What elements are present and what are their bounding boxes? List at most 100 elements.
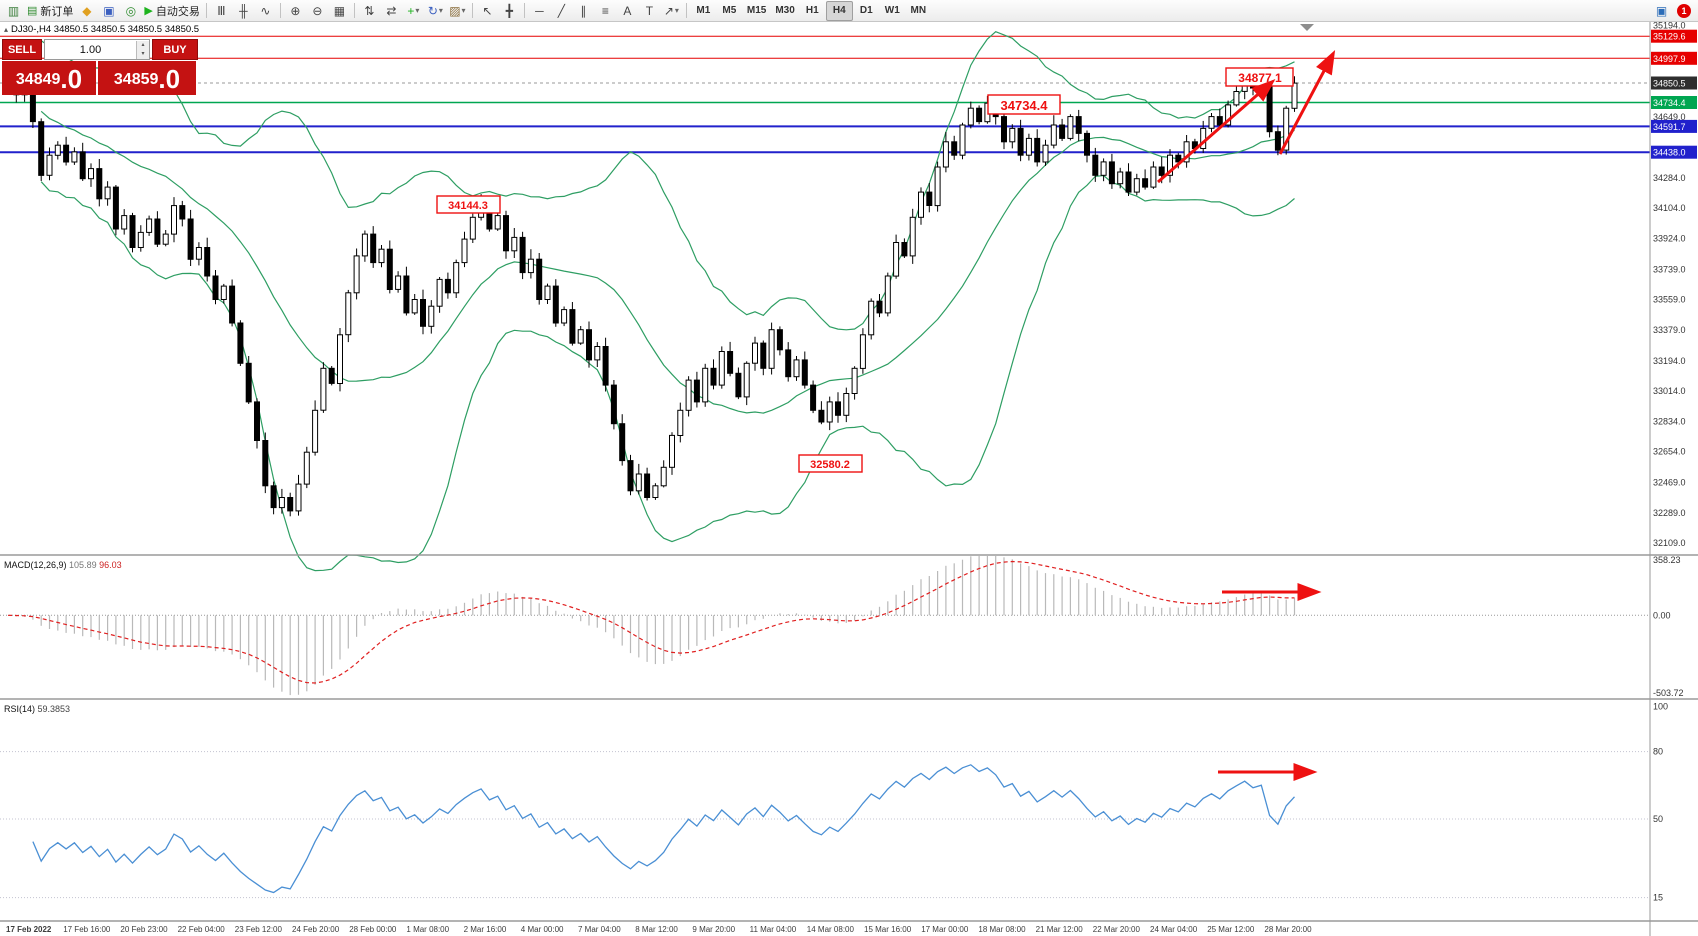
metaquotes-icon[interactable]: ◆ xyxy=(76,2,97,20)
time-tick-label: 22 Feb 04:00 xyxy=(178,925,226,934)
timeframe-m5[interactable]: M5 xyxy=(722,5,737,16)
svg-text:34997.9: 34997.9 xyxy=(1653,54,1686,64)
price-tick-label: 32469.0 xyxy=(1653,478,1686,488)
toolbar-separator xyxy=(523,3,525,18)
time-tick-label: 11 Mar 04:00 xyxy=(750,925,797,934)
buy-price[interactable]: 34859.0 xyxy=(98,61,196,95)
volume-input[interactable]: 1.00 ▴ ▾ xyxy=(44,39,150,60)
toolbar-separator xyxy=(471,3,473,18)
cursor-icon[interactable]: ↖ xyxy=(477,2,498,20)
horizontal-line-icon: ─ xyxy=(535,3,544,18)
price-tick-label: 34649.0 xyxy=(1653,112,1686,122)
timeframe-m30[interactable]: M30 xyxy=(775,5,795,16)
toolbar-separator xyxy=(279,3,281,18)
sell-button[interactable]: SELL xyxy=(2,39,42,60)
periods-icon[interactable]: ↻ ▾ xyxy=(425,2,446,20)
timeframe-w1[interactable]: W1 xyxy=(884,5,900,16)
price-annotation[interactable]: 32580.2 xyxy=(798,454,863,473)
trend-arrow[interactable] xyxy=(1157,79,1276,184)
templates-icon[interactable]: ▨ ▾ xyxy=(447,2,468,20)
price-annotation[interactable]: 34734.4 xyxy=(987,94,1061,115)
zoom-in-icon[interactable]: ⊕ xyxy=(285,2,306,20)
notification-badge[interactable]: 1 xyxy=(1677,3,1691,18)
arrange-list-icon[interactable]: ⇅ xyxy=(359,2,380,20)
market-icon[interactable]: ▣ xyxy=(98,2,119,20)
trend-arrow[interactable] xyxy=(1278,50,1336,155)
svg-text:35129.6: 35129.6 xyxy=(1653,32,1686,42)
autotrading-button[interactable]: ▶ 自动交易 xyxy=(142,2,201,20)
timeframe-h4[interactable]: H4 xyxy=(825,0,853,21)
periods-icon: ↻ xyxy=(427,3,438,18)
time-axis: 17 Feb 2022 17 Feb 16:00 20 Feb 23:00 22 Fe… xyxy=(6,925,1312,934)
sell-price[interactable]: 34849.0 xyxy=(2,61,96,95)
horizontal-line-icon[interactable]: ─ xyxy=(529,2,550,20)
time-tick-label: 9 Mar 20:00 xyxy=(692,925,735,934)
trendline-icon[interactable]: ╱ xyxy=(551,2,572,20)
time-tick-label: 17 Mar 00:00 xyxy=(921,925,969,934)
chart-canvas[interactable]: 35194.0 34649.0 34284.0 34104.0 33924.0 33739… xyxy=(0,22,1698,936)
arrange-columns-icon[interactable]: ⇄ xyxy=(381,2,402,20)
chart-shift-marker-icon[interactable] xyxy=(1300,24,1314,31)
channel-icon[interactable]: ∥ xyxy=(573,2,594,20)
time-tick-label: 18 Mar 08:00 xyxy=(978,925,1026,934)
price-tick-label: 33379.0 xyxy=(1653,325,1686,335)
bollinger-upper xyxy=(40,31,1295,331)
trendline-icon: ╱ xyxy=(557,3,565,18)
tile-windows-icon[interactable]: ▦ xyxy=(329,2,350,20)
dropdown-caret-icon[interactable]: ▾ xyxy=(438,6,443,15)
candlestick-chart-icon[interactable]: ╫ xyxy=(233,2,254,20)
fibonacci-icon[interactable]: ≡ xyxy=(595,2,616,20)
time-tick-label: 24 Mar 04:00 xyxy=(1150,925,1198,934)
time-tick-label: 14 Mar 08:00 xyxy=(807,925,855,934)
price-tick-label: 34284.0 xyxy=(1653,173,1686,183)
bar-chart-icon[interactable]: Ⅲ xyxy=(211,2,232,20)
timeframe-m1[interactable]: M1 xyxy=(696,5,711,16)
horizontal-lines[interactable] xyxy=(0,35,1650,154)
new-order-button[interactable]: ▤ 新订单 xyxy=(25,2,75,20)
panel-separators[interactable] xyxy=(0,22,1698,936)
zoom-in-icon: ⊕ xyxy=(290,3,301,18)
indicators-icon[interactable]: + ▾ xyxy=(403,2,424,20)
community-icon[interactable]: ▣ xyxy=(1651,2,1672,20)
macd-signal-line xyxy=(7,560,1295,684)
crosshair-icon[interactable]: ╋ xyxy=(499,2,520,20)
zoom-out-icon[interactable]: ⊖ xyxy=(307,2,328,20)
fibonacci-icon: ≡ xyxy=(601,3,609,18)
dropdown-caret-icon[interactable]: ▾ xyxy=(415,6,420,15)
price-tick-label: 32289.0 xyxy=(1653,508,1686,518)
text-label-icon: T xyxy=(645,3,654,18)
price-annotation[interactable]: 34877.1 xyxy=(1225,67,1294,87)
volume-up-icon[interactable]: ▴ xyxy=(137,40,149,50)
price-tick-label: 33559.0 xyxy=(1653,295,1686,305)
timeframe-d1[interactable]: D1 xyxy=(859,5,873,16)
dropdown-caret-icon[interactable]: ▾ xyxy=(461,6,466,15)
templates-icon: ▨ xyxy=(449,3,461,18)
line-chart-icon[interactable]: ∿ xyxy=(255,2,276,20)
rsi-axis-label: 80 xyxy=(1653,747,1663,757)
macd-axis-label: 0.00 xyxy=(1653,610,1671,620)
chart-svg: 35194.0 34649.0 34284.0 34104.0 33924.0 33739… xyxy=(0,22,1698,936)
text-label-icon[interactable]: T xyxy=(639,2,660,20)
volume-down-icon[interactable]: ▾ xyxy=(137,49,149,59)
timeframe-m15[interactable]: M15 xyxy=(746,5,767,16)
collapse-panel-icon[interactable]: ▴ xyxy=(4,25,9,34)
time-tick-label: 7 Mar 04:00 xyxy=(578,925,621,934)
new-order-button-label: 新订单 xyxy=(40,5,74,18)
dropdown-caret-icon[interactable]: ▾ xyxy=(674,6,679,15)
arrows-objects-icon[interactable]: ↗ ▾ xyxy=(661,2,682,20)
tile-windows-icon: ▦ xyxy=(333,3,346,18)
buy-button[interactable]: BUY xyxy=(152,39,198,60)
new-chart-icon[interactable]: ▥ xyxy=(3,2,24,20)
toolbar-separator xyxy=(353,3,355,18)
community-icon: ▣ xyxy=(1655,3,1668,18)
price-annotation[interactable]: 34144.3 xyxy=(436,195,501,214)
time-tick-label: 4 Mar 00:00 xyxy=(521,925,564,934)
text-icon[interactable]: A xyxy=(617,2,638,20)
chart-window: 35194.0 34649.0 34284.0 34104.0 33924.0 33739… xyxy=(0,22,1698,936)
timeframe-h1[interactable]: H1 xyxy=(805,5,819,16)
price-line-label: 34997.9 xyxy=(1651,51,1697,65)
new-order-button-icon: ▤ xyxy=(27,5,38,17)
signals-icon[interactable]: ◎ xyxy=(120,2,141,20)
timeframe-mn[interactable]: MN xyxy=(910,5,927,16)
svg-text:34734.4: 34734.4 xyxy=(1653,98,1686,108)
